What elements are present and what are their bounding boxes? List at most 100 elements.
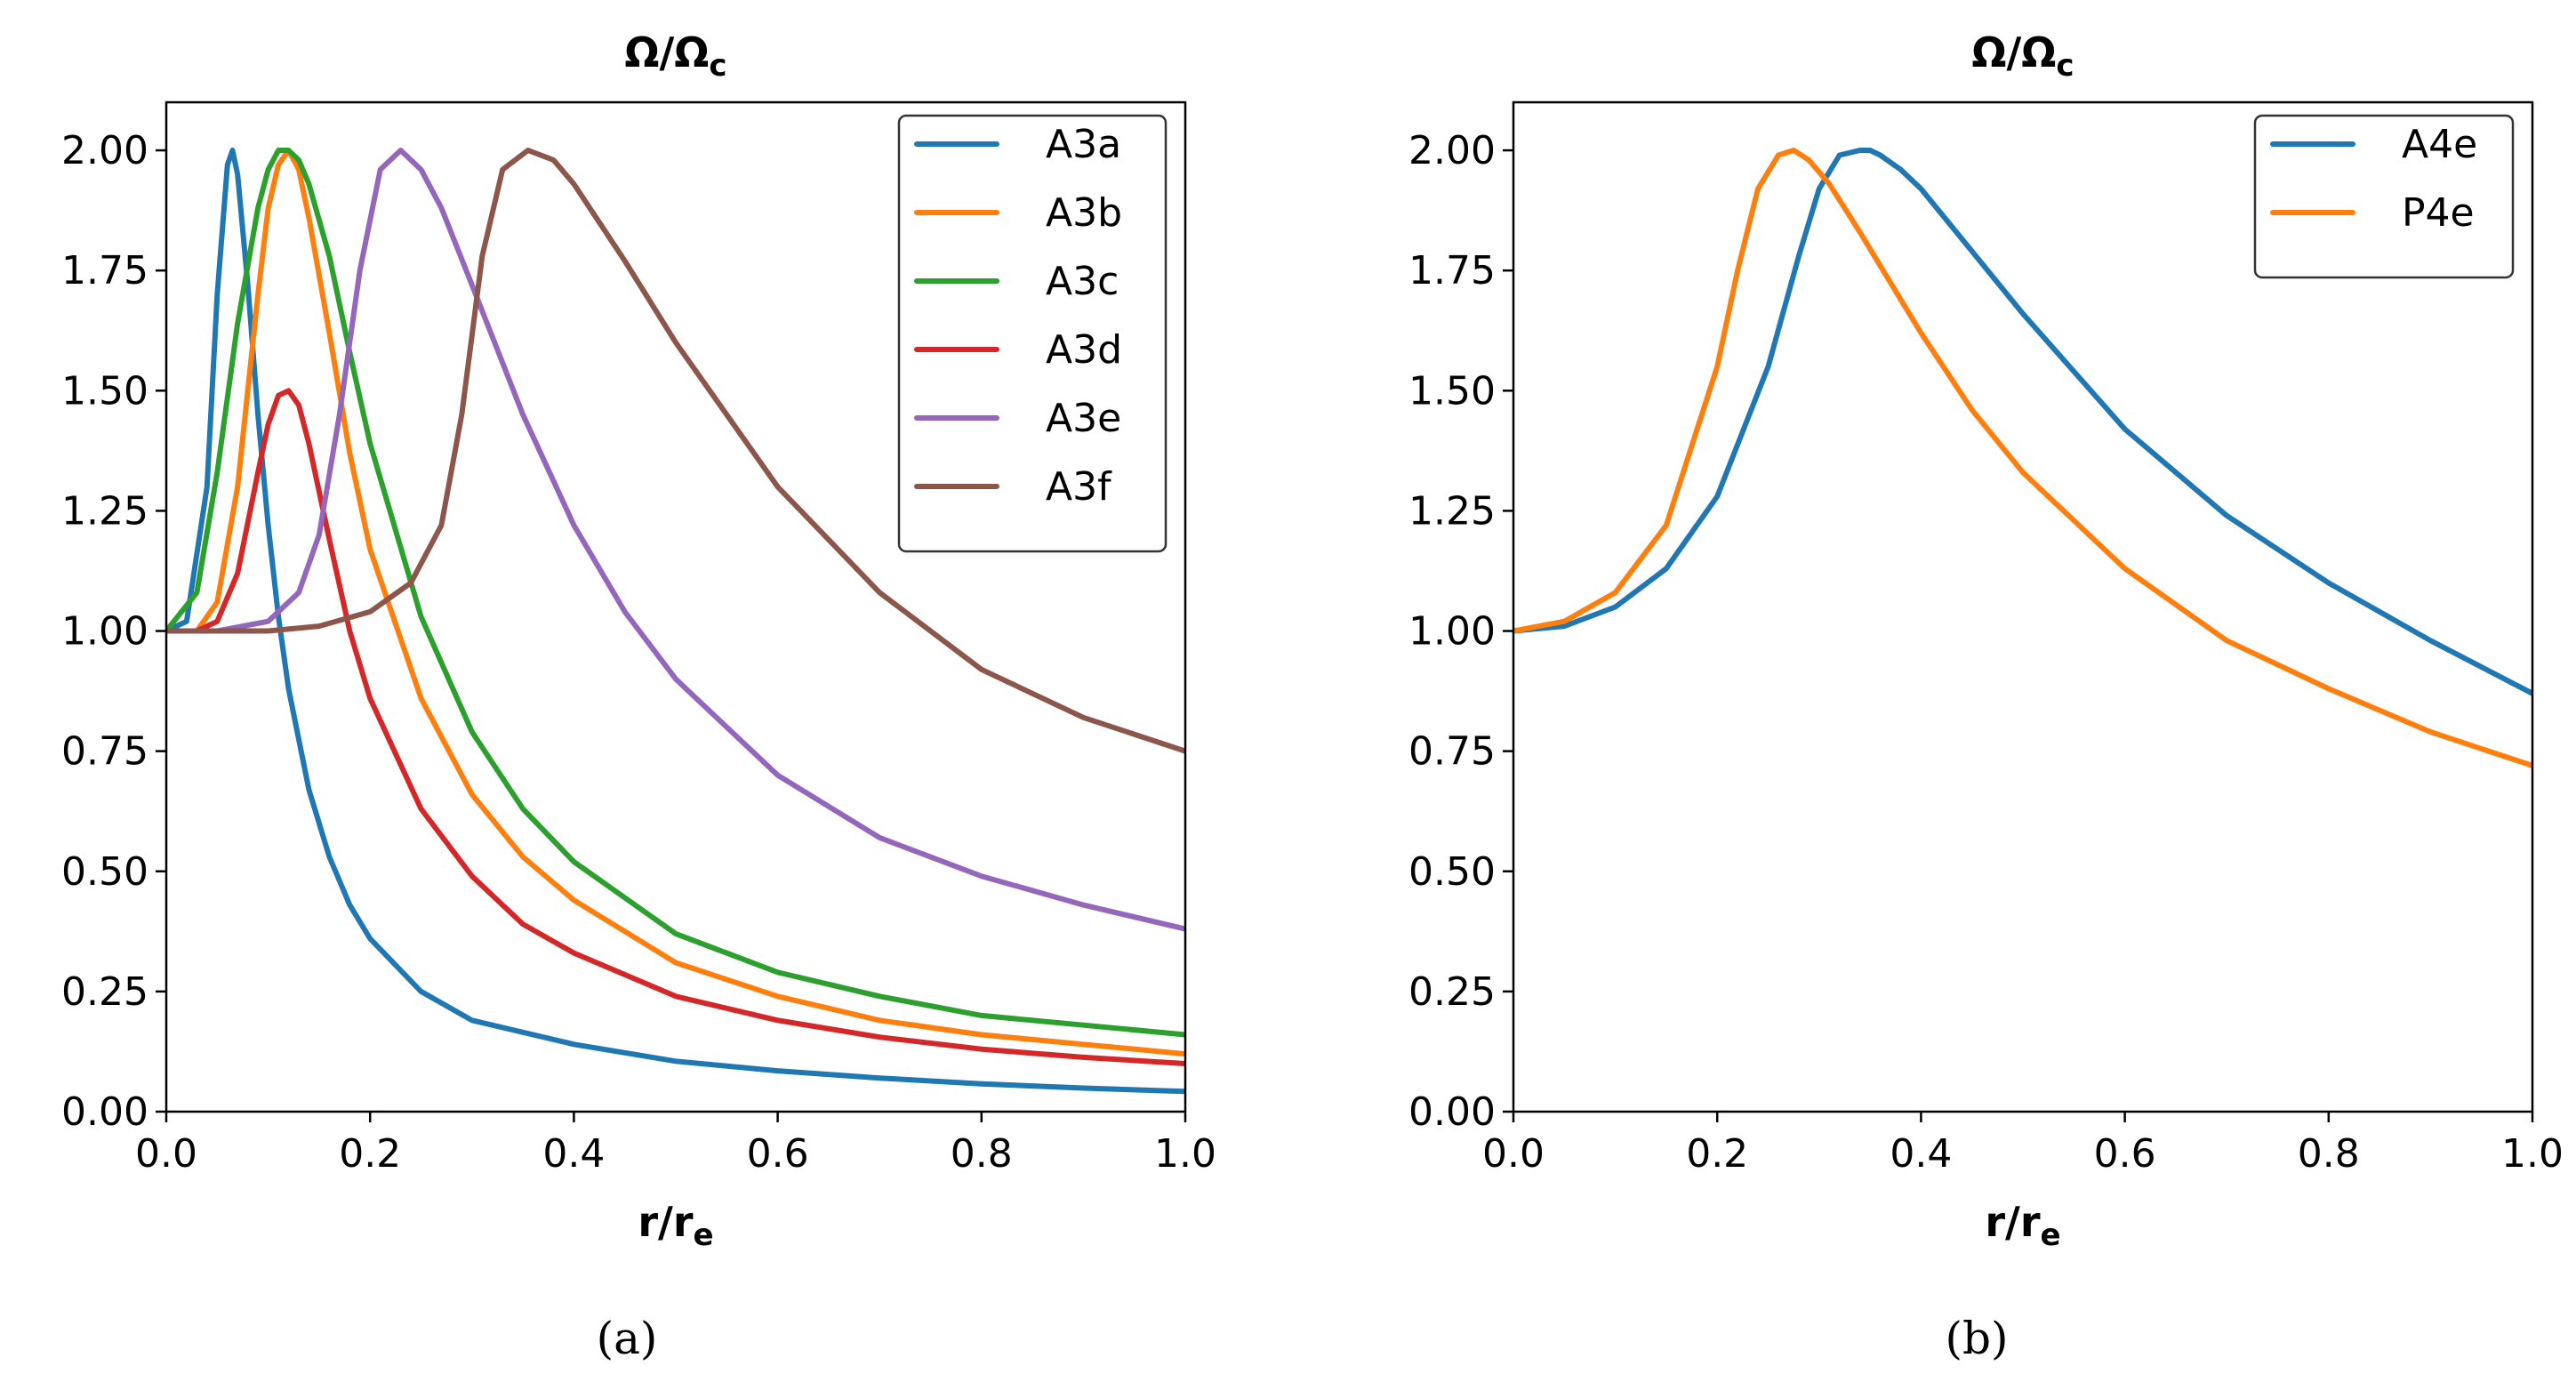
- series-line-a3a: [166, 148, 1185, 1095]
- chart-panel-a: 0.00 0.25 0.50 0.75 1.00 1.25 1.50 1.75 2.00 0.0 0…: [61, 28, 1216, 1364]
- y-tick: 1.75: [61, 248, 166, 293]
- x-tick: 0.6: [747, 1112, 809, 1177]
- legend-box: [2253, 114, 2515, 279]
- legend-label: A3b: [1046, 190, 1122, 236]
- x-axis-label-main: r/r: [1985, 1198, 2040, 1246]
- x-tick-label: 0.4: [542, 1131, 605, 1177]
- legend-item-a3e: A3e: [914, 396, 1121, 441]
- y-tick-label: 0.25: [61, 969, 148, 1015]
- legend-box: [897, 114, 1168, 553]
- series-line-a3e: [166, 148, 1185, 932]
- x-tick-label: 0.6: [747, 1131, 809, 1177]
- chart-panel-b: 0.00 0.25 0.50 0.75 1.00 1.25 1.50 1.75 2.00 0.0 0…: [1408, 28, 2564, 1364]
- y-tick: 0.25: [61, 969, 166, 1015]
- y-tick: 2.00: [1408, 128, 1513, 173]
- y-tick: 0.50: [1408, 849, 1513, 895]
- y-tick: 0.75: [1408, 729, 1513, 775]
- series-line-a3f: [166, 148, 1185, 754]
- y-tick-label: 1.50: [61, 368, 148, 414]
- x-tick: 0.4: [1890, 1112, 1952, 1177]
- y-tick-label: 0.50: [1408, 849, 1496, 895]
- y-tick: 1.00: [1408, 609, 1513, 655]
- panel-caption: (b): [1945, 1313, 2008, 1364]
- x-tick: 0.2: [1686, 1112, 1748, 1177]
- x-axis-label-main: r/r: [638, 1198, 693, 1246]
- y-tick: 1.25: [1408, 488, 1513, 534]
- legend-label: A3f: [1046, 464, 1112, 510]
- plot-frame: [1512, 100, 2534, 1113]
- legend-item-a3b: A3b: [914, 190, 1122, 236]
- legend-item-a3f: A3f: [914, 464, 1112, 510]
- x-tick-label: 1.0: [1154, 1131, 1216, 1177]
- series-line-a3d: [166, 388, 1185, 1066]
- y-tick: 1.50: [1408, 368, 1513, 414]
- x-tick: 0.0: [1482, 1112, 1545, 1177]
- y-tick-label: 0.75: [1408, 729, 1496, 775]
- y-tick: 0.25: [1408, 969, 1513, 1015]
- legend-label: A4e: [2402, 122, 2477, 167]
- y-tick-label: 2.00: [61, 128, 148, 173]
- y-tick-label: 0.25: [1408, 969, 1496, 1015]
- legend: A3a A3b A3c A3d A3e A3f: [897, 114, 1168, 553]
- x-tick-label: 0.8: [2298, 1131, 2360, 1177]
- legend-item-a3d: A3d: [914, 327, 1122, 373]
- x-tick-label: 0.2: [339, 1131, 401, 1177]
- x-tick-label: 0.0: [1482, 1131, 1545, 1177]
- x-axis-label: r/re: [1985, 1198, 2060, 1253]
- series-line-a4e: [1513, 148, 2532, 696]
- y-tick-label: 0.75: [61, 729, 148, 775]
- x-tick: 0.0: [135, 1112, 197, 1177]
- y-tick-label: 1.75: [61, 248, 148, 293]
- y-tick: 1.50: [61, 368, 166, 414]
- y-tick-label: 2.00: [1408, 128, 1496, 173]
- x-tick: 1.0: [2501, 1112, 2564, 1177]
- x-tick: 1.0: [1154, 1112, 1216, 1177]
- chart-title: Ω/Ωc: [624, 28, 726, 84]
- series-line-p4e: [1513, 148, 2532, 768]
- y-tick-label: 1.50: [1408, 368, 1496, 414]
- legend-label: A3a: [1046, 122, 1121, 167]
- panel-caption: (a): [597, 1313, 658, 1364]
- y-tick-label: 0.00: [61, 1089, 148, 1135]
- chart-title-sub: c: [2056, 48, 2074, 84]
- series-line-a3b: [166, 148, 1185, 1057]
- x-tick: 0.8: [2298, 1112, 2360, 1177]
- x-tick-label: 0.0: [135, 1131, 197, 1177]
- legend-item-a3a: A3a: [914, 122, 1121, 167]
- x-tick-label: 0.2: [1686, 1131, 1748, 1177]
- legend-label: A3d: [1046, 327, 1122, 373]
- y-tick: 1.75: [1408, 248, 1513, 293]
- legend: A4e P4e: [2253, 114, 2515, 279]
- y-tick-label: 1.00: [1408, 609, 1496, 655]
- y-tick: 0.00: [61, 1089, 166, 1135]
- x-tick-label: 1.0: [2501, 1131, 2564, 1177]
- chart-title-sub: c: [709, 48, 726, 84]
- y-tick-label: 0.00: [1408, 1089, 1496, 1135]
- y-tick-label: 1.00: [61, 609, 148, 655]
- legend-item-a3c: A3c: [914, 259, 1119, 304]
- y-tick-label: 1.25: [1408, 488, 1496, 534]
- y-tick: 0.00: [1408, 1089, 1513, 1135]
- y-tick: 0.50: [61, 849, 166, 895]
- legend-item-p4e: P4e: [2270, 190, 2475, 236]
- x-tick: 0.4: [542, 1112, 605, 1177]
- legend-label: A3e: [1046, 396, 1121, 441]
- plot-frame: [165, 100, 1187, 1113]
- x-tick-label: 0.8: [951, 1131, 1013, 1177]
- x-axis-label: r/re: [638, 1198, 713, 1253]
- y-tick: 0.75: [61, 729, 166, 775]
- chart-title: Ω/Ωc: [1971, 28, 2074, 84]
- chart-title-main: Ω/Ω: [624, 28, 709, 76]
- y-tick: 1.25: [61, 488, 166, 534]
- y-tick-label: 0.50: [61, 849, 148, 895]
- x-tick-label: 0.4: [1890, 1131, 1952, 1177]
- y-tick-label: 1.25: [61, 488, 148, 534]
- chart-title-main: Ω/Ω: [1971, 28, 2056, 76]
- legend-item-a4e: A4e: [2270, 122, 2477, 167]
- legend-label: P4e: [2402, 190, 2475, 236]
- y-tick-label: 1.75: [1408, 248, 1496, 293]
- legend-label: A3c: [1046, 259, 1119, 304]
- y-tick: 1.00: [61, 609, 166, 655]
- y-tick: 2.00: [61, 128, 166, 173]
